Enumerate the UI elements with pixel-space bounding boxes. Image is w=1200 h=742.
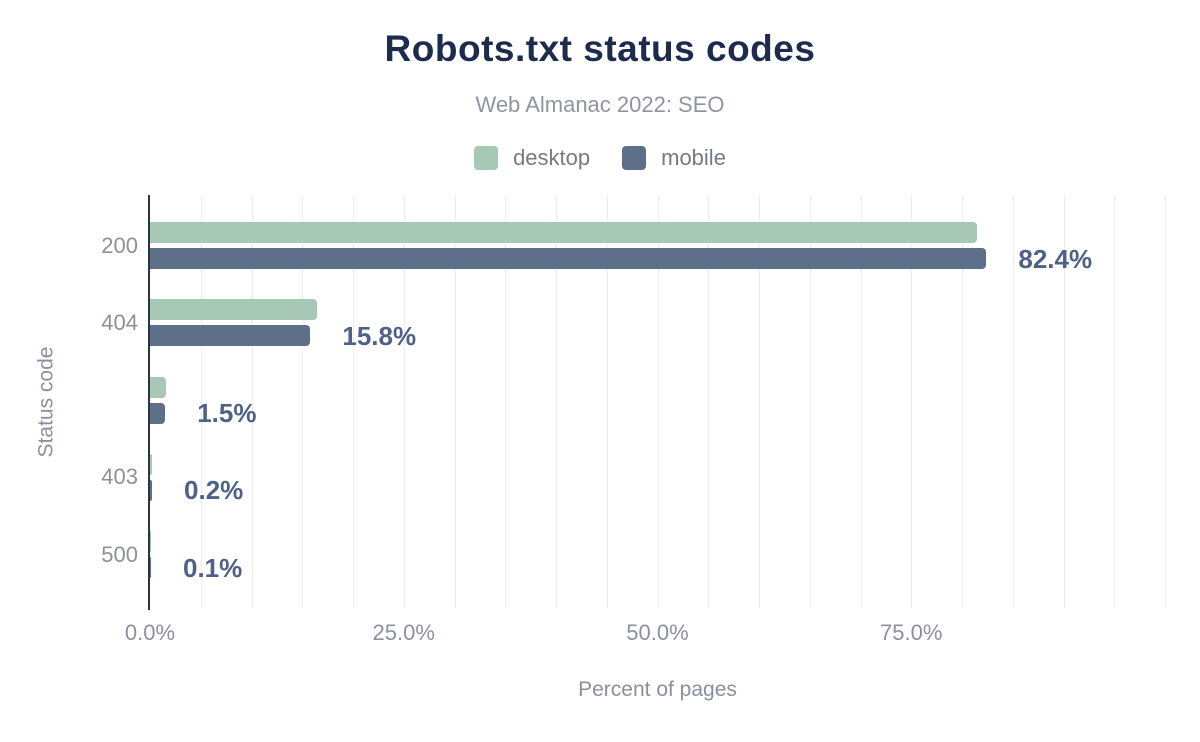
gridline [556, 195, 557, 608]
plot-area [148, 195, 1166, 610]
gridline [1114, 195, 1116, 608]
bar-desktop-404 [150, 299, 318, 321]
gridline [759, 195, 760, 608]
x-tick-label: 25.0% [372, 620, 435, 645]
gridline [1012, 195, 1014, 608]
gridline [860, 195, 862, 608]
gridline [809, 195, 811, 608]
legend-item-mobile: mobile [622, 145, 726, 171]
x-axis-title: Percent of pages [578, 678, 737, 701]
gridline [606, 195, 608, 608]
gridline [505, 195, 507, 608]
gridline [251, 195, 253, 608]
legend-label-desktop: desktop [513, 145, 591, 170]
x-tick-label: 50.0% [626, 620, 689, 645]
bar-desktop-row2 [150, 376, 167, 398]
value-label: 1.5% [197, 398, 257, 428]
gridline [200, 195, 202, 608]
y-tick-label: 200 [101, 232, 138, 258]
value-label: 82.4% [1018, 243, 1093, 274]
gridline [708, 195, 710, 608]
value-label: 15.8% [342, 320, 417, 351]
mobile-swatch-icon [622, 146, 647, 170]
x-tick-label: 0.0% [124, 620, 176, 645]
gridline [403, 195, 405, 608]
y-axis-line [148, 195, 150, 610]
gridline [353, 195, 354, 608]
value-label: 0.1% [183, 552, 243, 583]
desktop-swatch-icon [474, 146, 499, 170]
bar-mobile-500 [150, 557, 151, 578]
bar-mobile-200 [150, 248, 987, 269]
gridline [454, 195, 456, 608]
x-tick-label: 75.0% [880, 620, 943, 645]
bar-desktop-403 [150, 453, 153, 475]
bar-desktop-500 [150, 531, 151, 552]
legend: desktop mobile [0, 144, 1200, 172]
y-tick-label: 404 [101, 309, 138, 335]
bar-mobile-row2 [150, 402, 166, 424]
gridline [1165, 195, 1166, 608]
bar-mobile-403 [150, 479, 153, 501]
chart-subtitle: Web Almanac 2022: SEO [475, 92, 725, 117]
chart-title: Robots.txt status codes [384, 28, 816, 69]
bar-mobile-404 [150, 325, 311, 347]
bar-desktop-200 [150, 222, 978, 243]
legend-label-mobile: mobile [661, 145, 726, 170]
gridline [911, 195, 913, 608]
gridline [302, 195, 304, 608]
y-tick-label: 500 [101, 541, 138, 567]
gridline [962, 195, 963, 608]
gridline [1063, 195, 1065, 608]
gridline [657, 195, 659, 608]
y-tick-label: 403 [101, 464, 138, 490]
legend-item-desktop: desktop [474, 145, 590, 171]
value-label: 0.2% [184, 475, 244, 506]
